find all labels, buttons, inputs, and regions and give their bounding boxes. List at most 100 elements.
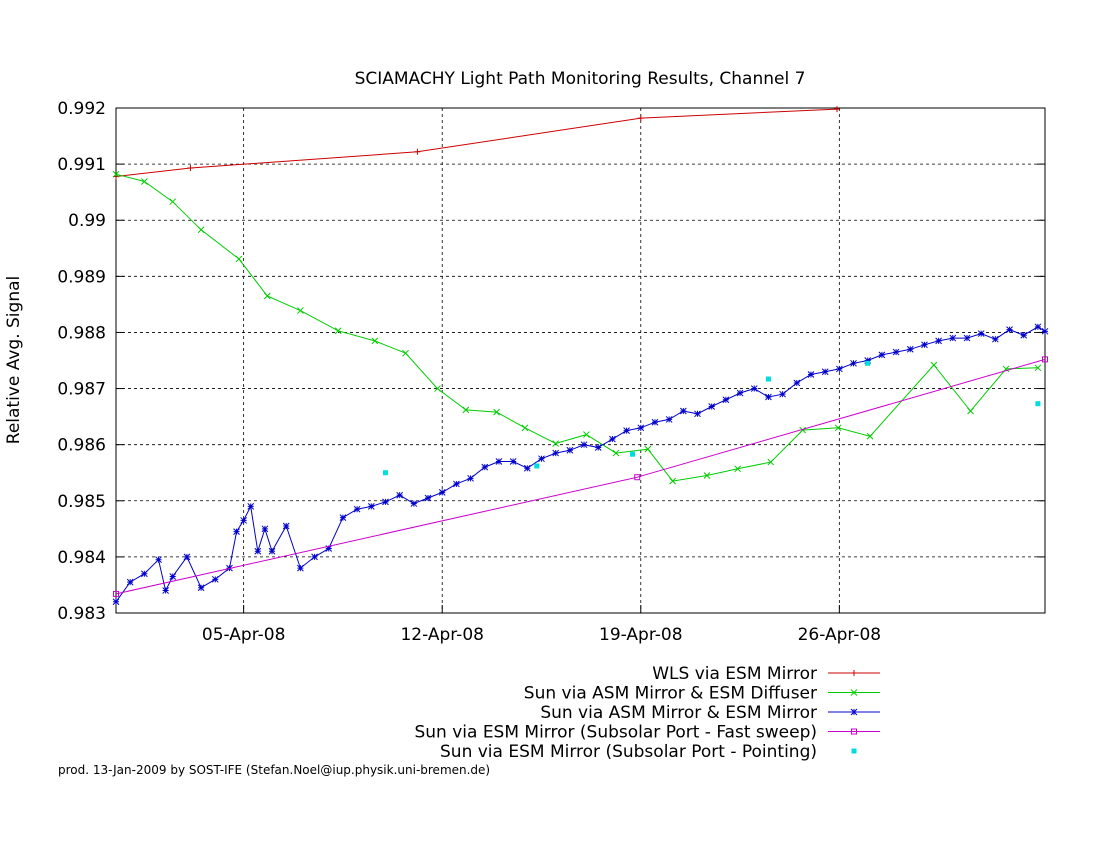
data-point xyxy=(949,334,957,342)
data-point xyxy=(1020,331,1028,339)
y-axis-label: Relative Avg. Signal xyxy=(4,276,24,444)
data-point xyxy=(793,379,801,387)
series-layer xyxy=(112,106,1049,606)
legend-label: Sun via ESM Mirror (Subsolar Port - Fast… xyxy=(414,723,817,743)
data-point xyxy=(594,444,602,451)
data-point xyxy=(187,165,194,172)
data-point xyxy=(112,598,120,606)
y-tick-label: 0.991 xyxy=(57,155,106,175)
legend-label: Sun via ASM Mirror & ESM Mirror xyxy=(540,703,817,723)
data-point xyxy=(892,348,900,356)
data-point xyxy=(767,458,775,466)
data-point xyxy=(261,525,269,533)
data-point xyxy=(126,578,134,586)
data-point xyxy=(833,106,840,113)
data-point xyxy=(708,403,716,410)
data-point xyxy=(834,424,842,432)
data-point xyxy=(765,376,771,382)
data-point xyxy=(651,418,659,426)
data-point xyxy=(424,494,432,502)
data-point xyxy=(967,407,974,415)
data-point xyxy=(644,445,652,453)
data-point xyxy=(334,327,342,335)
y-tick-label: 0.988 xyxy=(57,323,106,343)
data-point xyxy=(736,389,744,397)
data-point xyxy=(254,547,262,555)
series-4 xyxy=(382,360,1041,476)
data-point xyxy=(183,553,191,561)
footer-credit: prod. 13-Jan-2009 by SOST-IFE (Stefan.No… xyxy=(58,763,491,777)
data-point xyxy=(141,570,148,578)
data-point xyxy=(612,449,620,457)
data-point xyxy=(906,345,914,353)
x-tick-label: 19-Apr-08 xyxy=(599,625,682,645)
data-point xyxy=(1034,364,1042,372)
data-point xyxy=(634,474,641,481)
data-point xyxy=(282,522,290,530)
data-point xyxy=(630,451,636,457)
data-point xyxy=(414,148,421,155)
legend-label: Sun via ASM Mirror & ESM Diffuser xyxy=(524,684,817,704)
data-point xyxy=(434,385,441,392)
data-point xyxy=(722,396,730,404)
plot-frame xyxy=(115,107,1046,614)
data-point xyxy=(382,470,388,476)
data-point xyxy=(552,440,560,447)
data-point xyxy=(583,431,590,438)
data-point xyxy=(865,360,871,366)
legend-marker xyxy=(850,689,858,696)
series-line xyxy=(115,358,1046,595)
series-0 xyxy=(113,106,840,180)
data-point xyxy=(371,337,379,345)
data-point xyxy=(1006,326,1013,333)
data-point xyxy=(821,368,829,376)
data-point xyxy=(438,489,446,496)
data-point xyxy=(1041,327,1049,335)
data-point xyxy=(866,432,874,440)
data-point xyxy=(566,446,574,454)
data-point xyxy=(297,307,304,314)
data-point xyxy=(155,556,162,564)
y-tick-label: 0.984 xyxy=(57,548,106,568)
data-point xyxy=(197,226,205,234)
data-point xyxy=(141,178,148,185)
data-point xyxy=(339,514,347,521)
data-point xyxy=(467,474,474,482)
data-point xyxy=(703,472,711,479)
data-point xyxy=(799,426,807,434)
data-point xyxy=(580,441,588,449)
data-point xyxy=(637,424,645,432)
data-point xyxy=(1035,401,1041,407)
y-tick-label: 0.986 xyxy=(57,436,106,456)
data-point xyxy=(669,477,677,485)
data-point xyxy=(609,435,616,443)
series-line xyxy=(115,108,838,177)
data-point xyxy=(235,255,243,263)
series-3 xyxy=(113,356,1048,597)
y-tick-label: 0.99 xyxy=(68,211,106,231)
data-point xyxy=(992,335,999,343)
data-point xyxy=(112,170,120,178)
data-point xyxy=(263,292,271,300)
data-point xyxy=(240,517,248,524)
legend-marker xyxy=(851,670,857,676)
data-point xyxy=(694,410,701,418)
data-point xyxy=(665,416,673,423)
data-point xyxy=(963,334,971,342)
y-tick-label: 0.985 xyxy=(57,492,106,512)
data-point xyxy=(679,407,687,415)
data-point xyxy=(509,458,517,465)
data-point xyxy=(921,341,928,349)
data-point xyxy=(233,528,240,535)
x-tick-label: 12-Apr-08 xyxy=(400,625,483,645)
data-point xyxy=(495,458,503,465)
data-point xyxy=(382,498,389,506)
data-point xyxy=(462,406,470,414)
data-point xyxy=(402,349,409,357)
x-tick-label: 26-Apr-08 xyxy=(798,625,881,645)
axis-ticks: 0.983 0.984 0.985 0.986 0.987 0.988 0.989 0.99 0… xyxy=(57,99,1045,645)
legend-label: Sun via ESM Mirror (Subsolar Port - Poin… xyxy=(440,742,817,762)
y-tick-label: 0.983 xyxy=(57,604,106,624)
data-point xyxy=(268,547,276,555)
